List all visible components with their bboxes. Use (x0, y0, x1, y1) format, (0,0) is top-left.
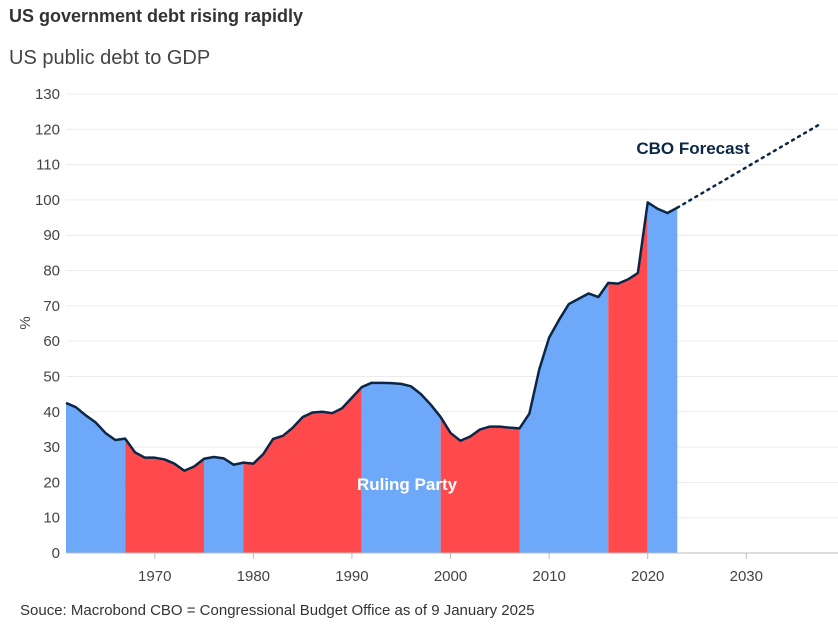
y-tick-label: 30 (43, 439, 60, 456)
chart-title: US government debt rising rapidly (9, 6, 304, 26)
debt-line (65, 201, 678, 472)
party-area-blue (66, 402, 126, 553)
y-tick-label: 0 (52, 545, 60, 562)
party-area-blue (647, 202, 678, 553)
x-tick-label: 1990 (335, 568, 368, 585)
y-tick-label: 70 (43, 298, 60, 315)
y-tick-label: 90 (43, 227, 60, 244)
y-tick-label: 130 (35, 86, 60, 103)
party-area-blue (361, 382, 441, 553)
x-tick-label: 1970 (138, 568, 171, 585)
source-note: Souce: Macrobond CBO = Congressional Bud… (20, 602, 535, 619)
x-tick-label: 2030 (730, 568, 763, 585)
x-tick-label: 2000 (434, 568, 467, 585)
party-area-red (608, 202, 648, 553)
y-tick-label: 110 (36, 157, 60, 174)
y-tick-label: 20 (43, 474, 60, 491)
y-tick-label: 40 (43, 404, 60, 421)
party-area-red (243, 387, 362, 553)
x-tick-label: 2020 (631, 568, 664, 585)
party-area-red (125, 438, 205, 553)
ruling-party-label: Ruling Party (357, 475, 458, 494)
forecast-line (676, 122, 822, 209)
y-tick-label: 50 (43, 368, 60, 385)
y-tick-label: 60 (43, 333, 60, 350)
y-tick-label: 10 (43, 510, 60, 527)
y-tick-label: 80 (43, 263, 60, 280)
party-area-blue (204, 456, 244, 553)
y-tick-label: 100 (35, 192, 60, 209)
forecast-label: CBO Forecast (636, 139, 750, 158)
y-tick-label: 120 (35, 121, 60, 138)
y-axis-label: % (17, 316, 34, 329)
x-tick-label: 2010 (532, 568, 565, 585)
chart-subtitle: US public debt to GDP (9, 47, 211, 69)
party-area-red (440, 417, 520, 553)
x-tick-label: 1980 (237, 568, 270, 585)
party-area-blue (519, 282, 609, 553)
